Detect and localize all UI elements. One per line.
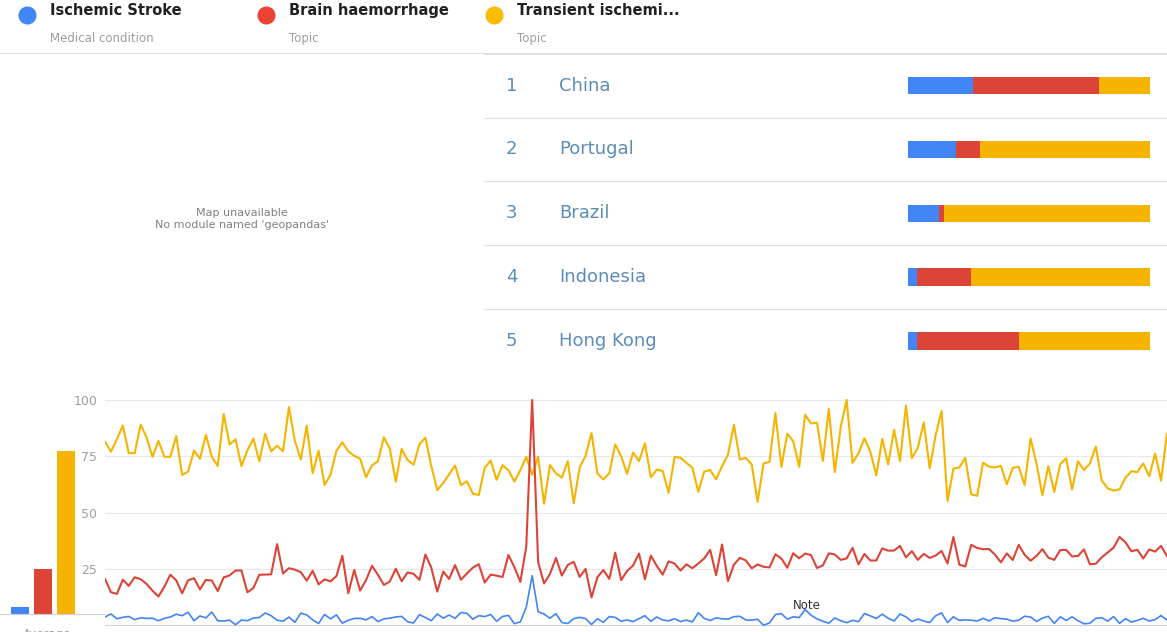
Text: 1: 1 (506, 76, 517, 95)
Bar (57, 451, 75, 614)
Bar (1099, 77, 1149, 94)
Text: Indonesia: Indonesia (559, 268, 647, 286)
Bar (12, 607, 28, 614)
Text: 4: 4 (505, 268, 517, 286)
Bar (1019, 332, 1149, 349)
Bar (35, 569, 51, 614)
Bar (908, 205, 939, 222)
Text: Medical condition: Medical condition (50, 32, 154, 45)
Text: Hong Kong: Hong Kong (559, 332, 657, 350)
Bar (980, 141, 1149, 158)
Text: 3: 3 (505, 204, 517, 222)
Bar (944, 205, 1149, 222)
Text: Map unavailable
No module named 'geopandas': Map unavailable No module named 'geopand… (155, 208, 329, 229)
Text: Transient ischemi...: Transient ischemi... (517, 3, 679, 18)
Text: 2: 2 (505, 140, 517, 159)
Text: Topic: Topic (517, 32, 546, 45)
Text: Topic: Topic (289, 32, 319, 45)
Text: Average: Average (23, 628, 72, 632)
Text: Note: Note (794, 600, 822, 612)
Bar (917, 332, 1019, 349)
Text: China: China (559, 76, 610, 95)
Text: 5: 5 (505, 332, 517, 350)
Text: Ischemic Stroke: Ischemic Stroke (50, 3, 182, 18)
Text: Brain haemorrhage: Brain haemorrhage (289, 3, 449, 18)
Text: Portugal: Portugal (559, 140, 634, 159)
Bar (917, 269, 971, 286)
Text: Brazil: Brazil (559, 204, 610, 222)
Bar (939, 205, 944, 222)
Bar (908, 141, 956, 158)
Bar (908, 332, 917, 349)
Bar (908, 77, 973, 94)
Bar (908, 269, 917, 286)
Bar (956, 141, 980, 158)
Bar (973, 77, 1099, 94)
Bar (971, 269, 1149, 286)
